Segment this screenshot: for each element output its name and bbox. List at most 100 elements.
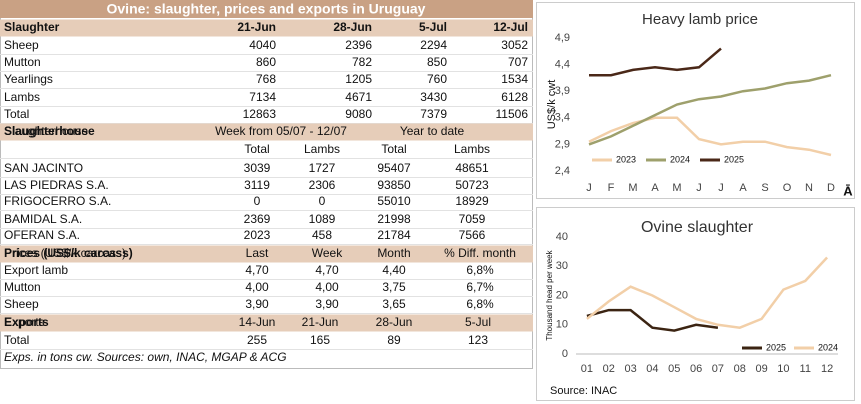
cell: LAS PIEDRAS S.A. [4,178,109,192]
header-cell: Year to date [400,124,465,138]
cell: 6128 [501,90,528,104]
cell: 850 [427,55,447,69]
cell: 55010 [377,194,411,208]
section-header-bg [0,314,533,332]
table-title: Ovine: slaughter, prices and exports in … [107,1,426,17]
cell: 3039 [244,161,271,175]
cell: 4,00 [315,280,339,294]
subheader-cell: Total [244,142,269,156]
x-tick-label: 04 [646,363,658,375]
x-tick-label: S [761,182,768,194]
x-tick-label: 08 [734,363,746,375]
cell: 782 [352,55,372,69]
cell: Total [4,333,29,347]
title-bar [0,0,533,18]
x-tick-label: J [586,182,592,194]
cell: 12863 [243,107,277,121]
cell: 4040 [249,38,276,52]
series-line [588,116,832,157]
cell: 3430 [420,90,447,104]
x-tick-label: M [628,182,637,194]
x-tick-label: F [608,182,615,194]
cell: 21784 [377,228,411,242]
series-line [586,256,829,329]
source: Source: INAC [550,385,617,397]
cell: 707 [508,55,528,69]
cell: 760 [427,72,447,86]
header-cell: Exports [4,315,49,329]
x-tick-label: J [696,182,702,194]
legend-label: 2025 [766,342,786,352]
cell: 458 [312,228,332,242]
y-axis-label: Thousand head per week [545,249,554,340]
cell: 21998 [377,212,411,226]
legend-label: 2024 [670,154,690,164]
header-cell: % Diff. month [444,246,516,260]
chart-title: Heavy lamb price [642,11,758,28]
cell: SAN JACINTO [4,161,83,175]
header-cell: 21-Jun [237,20,276,34]
cell: 9080 [345,107,372,121]
legend-label: 2023 [616,154,636,164]
x-tick-label: 06 [690,363,702,375]
header-cell: Week from 05/07 - 12/07 [215,124,347,138]
cell: 1205 [345,72,372,86]
cell: 93850 [377,178,411,192]
cell: 255 [247,333,267,347]
y-tick-label: 10 [556,319,568,331]
x-tick-label: N [805,182,813,194]
series-line [586,308,719,332]
cell: Total [4,107,29,121]
x-tick-label: 10 [777,363,789,375]
legend-label: 2025 [724,154,744,164]
cell: 7059 [459,212,486,226]
cell: Mutton [4,55,41,69]
subheader-cell: Total [381,142,406,156]
x-tick-label: 11 [800,363,811,375]
cell: 4671 [345,90,372,104]
header-cell: Last [246,246,269,260]
header-cell: 14-Jun [239,315,276,329]
cell: Lambs [4,90,40,104]
y-tick-label: 2,9 [555,138,570,150]
header-cell: 21-Jun [302,315,339,329]
header-cell: 5-Jul [465,315,491,329]
y-tick-label: 3,4 [555,112,570,124]
cell: Mutton [4,280,41,294]
y-axis-label: US$/k cwt [546,80,558,130]
header-cell: 28-Jun [376,315,413,329]
cell: 3,90 [315,297,339,311]
section-header-bg [0,19,533,37]
cell: 6,8% [466,263,494,277]
header-cell: 12-Jul [493,20,528,34]
cell: Export lamb [4,263,68,277]
cell: 2396 [345,38,372,52]
header-cell: Prices (US$/k carcass) [4,246,126,260]
legend-label: 2024 [818,342,838,352]
y-tick-label: 2,4 [555,165,570,177]
annotation: Ā [843,183,853,198]
cell: 2369 [244,212,271,226]
header-cell: Slaughter [4,20,60,34]
x-tick-label: A [739,182,747,194]
header-cell: Slaughterhouse [4,124,95,138]
header-cell: Slaughterhouse [4,124,88,138]
x-tick-label: 01 [581,363,593,375]
cell: 7566 [459,228,486,242]
cell: 50723 [455,178,489,192]
section-header-bg [0,245,533,263]
x-tick-label: O [783,182,792,194]
cell: 3,90 [245,297,269,311]
cell: 89 [387,333,401,347]
cell: Sheep [4,38,39,52]
cell: 0 [319,194,326,208]
y-tick-label: 4,4 [555,59,570,71]
y-tick-label: 30 [556,260,568,272]
cell: 165 [310,333,330,347]
cell: 4,40 [382,263,406,277]
subheader-cell: Lambs [304,142,340,156]
cell: OFERAN S.A. [4,228,80,242]
cell: 2023 [244,228,271,242]
cell: 768 [256,72,276,86]
